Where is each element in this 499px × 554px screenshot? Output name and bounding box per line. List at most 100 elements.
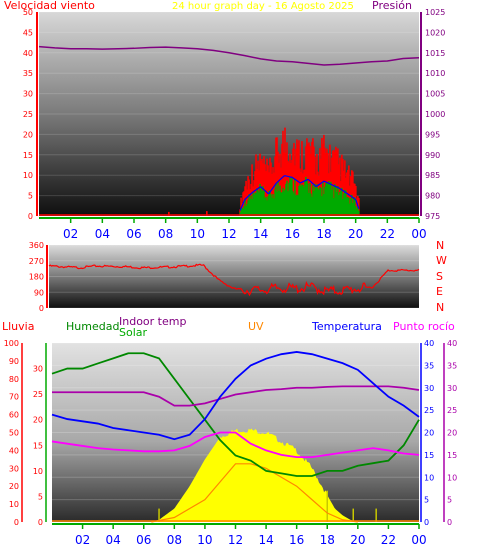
direction-plot-area	[49, 245, 419, 308]
climate-y-axes: 0102030405060708090100051015202530051015…	[4, 339, 457, 527]
direction-y-axis: 0 90 180 270 360	[29, 241, 48, 313]
temperature-y-tick-label: 25	[424, 406, 434, 415]
pressure-y-tick-label: 995	[425, 130, 440, 139]
uv-line	[151, 463, 358, 523]
wind-y-tick-label: 15	[23, 151, 33, 160]
pressure-y-tick-label: 985	[425, 171, 440, 180]
compass-label: N	[436, 301, 444, 314]
indoor-y-tick-label: 25	[447, 406, 457, 415]
wind-x-axis: 02 04 06 08 10 12 14 16 18 20 22 00	[39, 217, 427, 241]
rain-label: Lluvia	[2, 320, 34, 333]
humidity-y-tick-label: 15	[33, 441, 43, 450]
wind-y-tick-label: 25	[23, 110, 33, 119]
x-tick-label: 22	[380, 227, 395, 241]
compass-labels: N W S E N	[436, 239, 447, 314]
rain-y-tick-label: 90	[9, 357, 19, 366]
x-tick-label: 10	[197, 533, 212, 547]
indoor-y-tick-label: 15	[447, 451, 457, 460]
pressure-title: Presión	[372, 0, 412, 12]
x-tick-label: 18	[320, 533, 335, 547]
x-tick-label: 06	[136, 533, 151, 547]
temperature-y-tick-label: 30	[424, 384, 434, 393]
direction-y-tick-label: 270	[29, 257, 44, 266]
x-tick-label: 08	[158, 227, 173, 241]
chart-subtitle: 24 hour graph day - 16 Agosto 2025	[172, 1, 354, 12]
rain-y-tick-label: 60	[9, 411, 19, 420]
temperature-y-tick-label: 5	[424, 496, 429, 505]
rain-y-tick-label: 10	[9, 500, 19, 509]
x-tick-label: 16	[285, 227, 300, 241]
direction-panel: 0 90 180 270 360 N W S E N	[29, 239, 447, 314]
rain-y-tick-label: 20	[9, 482, 19, 491]
rain-y-tick-label: 40	[9, 446, 19, 455]
x-tick-label: 00	[411, 533, 426, 547]
wind-y-tick-label: 20	[23, 130, 33, 139]
dewpoint-label: Punto rocío	[393, 320, 455, 333]
temperature-y-tick-label: 20	[424, 429, 434, 438]
temperature-label: Temperatura	[311, 320, 382, 333]
compass-label: W	[436, 254, 447, 267]
direction-y-tick-label: 0	[39, 304, 44, 313]
temperature-y-tick-label: 0	[424, 518, 429, 527]
x-tick-label: 04	[106, 533, 121, 547]
temperature-y-tick-label: 40	[424, 339, 434, 348]
rain-y-tick-label: 30	[9, 464, 19, 473]
temperature-line	[51, 351, 420, 441]
humidity-y-tick-label: 25	[33, 390, 43, 399]
wind-y-tick-label: 35	[23, 69, 33, 78]
x-tick-label: 04	[95, 227, 110, 241]
uv-label: UV	[248, 320, 264, 333]
wind-title: Velocidad viento	[4, 0, 95, 12]
x-tick-label: 20	[350, 533, 365, 547]
indoor-temp-line	[52, 385, 420, 407]
x-tick-label: 16	[289, 533, 304, 547]
direction-grid	[49, 244, 419, 309]
x-tick-label: 12	[228, 533, 243, 547]
compass-label: N	[436, 239, 444, 252]
pressure-y-tick-label: 975	[425, 212, 440, 221]
direction-series	[48, 263, 420, 297]
climate-series	[51, 351, 420, 523]
humidity-line	[51, 352, 420, 477]
rain-y-tick-label: 0	[14, 518, 19, 527]
indoor-y-tick-label: 40	[447, 339, 457, 348]
wind-y-tick-label: 5	[28, 192, 33, 201]
temperature-y-tick-label: 10	[424, 473, 434, 482]
humidity-y-tick-label: 30	[33, 365, 43, 374]
x-tick-label: 06	[126, 227, 141, 241]
dewpoint-line	[51, 431, 420, 459]
indoor-y-tick-label: 20	[447, 429, 457, 438]
x-tick-label: 02	[63, 227, 78, 241]
wind-y-tick-label: 45	[23, 28, 33, 37]
humidity-y-tick-label: 5	[38, 492, 43, 501]
rain-y-tick-label: 100	[4, 339, 19, 348]
pressure-y-tick-label: 1010	[425, 69, 445, 78]
wind-plot-area	[39, 12, 419, 216]
indoor-temp-label: Indoor temp	[119, 315, 186, 328]
indoor-y-tick-label: 0	[447, 518, 452, 527]
x-tick-label: 00	[411, 227, 426, 241]
climate-x-axis: 02 04 06 08 10 12 14 16 18 20 22 00	[52, 523, 427, 547]
rain-y-tick-label: 70	[9, 393, 19, 402]
wind-y-tick-label: 50	[23, 8, 33, 17]
pressure-y-axis: 975 980 985 990 995 1000 1005 1010 1015 1020 1025	[420, 8, 445, 221]
x-tick-label: 18	[316, 227, 331, 241]
temperature-y-tick-label: 35	[424, 361, 434, 370]
indoor-y-tick-label: 30	[447, 384, 457, 393]
pressure-y-tick-label: 1005	[425, 90, 445, 99]
rain-y-tick-label: 80	[9, 375, 19, 384]
pressure-y-tick-label: 1020	[425, 28, 445, 37]
wind-y-tick-label: 0	[28, 212, 33, 221]
humidity-label: Humedad	[66, 320, 119, 333]
wind-y-tick-label: 40	[23, 49, 33, 58]
pressure-y-tick-label: 980	[425, 192, 440, 201]
direction-y-tick-label: 90	[34, 288, 44, 297]
rain-y-tick-label: 50	[9, 429, 19, 438]
direction-y-tick-label: 180	[29, 273, 44, 282]
pressure-line	[38, 45, 420, 66]
wind-y-tick-label: 30	[23, 90, 33, 99]
pressure-y-tick-label: 1025	[425, 8, 445, 17]
indoor-y-tick-label: 35	[447, 361, 457, 370]
